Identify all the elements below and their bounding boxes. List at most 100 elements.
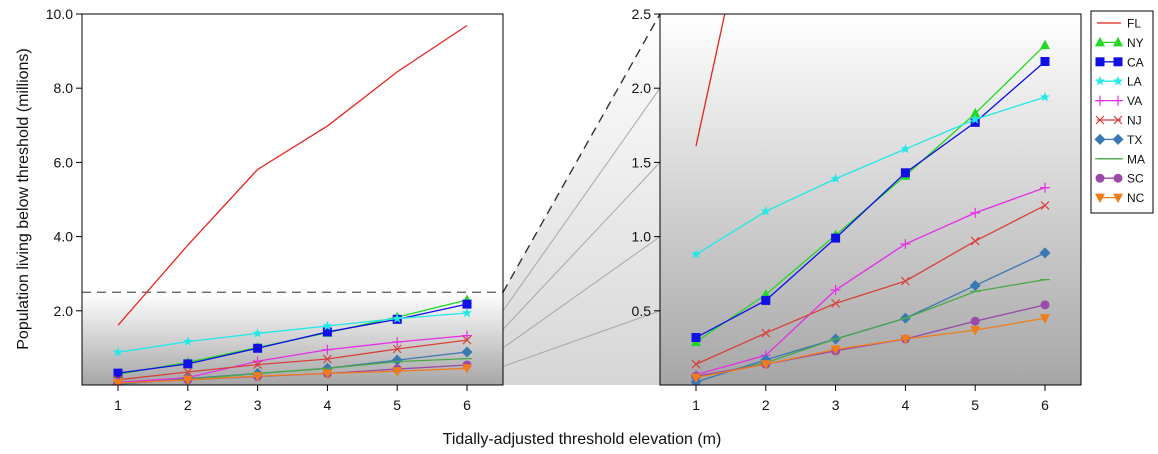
series-line <box>695 187 1046 376</box>
y-tick-label: 10.0 <box>46 6 73 22</box>
x-tick-label: 3 <box>832 397 840 413</box>
data-point-marker <box>462 335 472 345</box>
connector-guide-line <box>502 87 661 312</box>
data-point-marker <box>182 375 193 385</box>
series-line <box>695 60 1046 339</box>
x-axis-title: Tidally-adjusted threshold elevation (m) <box>443 431 722 448</box>
data-point-marker <box>392 344 402 354</box>
x-tick-label: 5 <box>393 397 401 413</box>
legend-entry-fl: FL <box>1097 17 1141 31</box>
data-point-marker <box>760 360 771 370</box>
data-point-marker <box>1113 76 1123 86</box>
data-point-marker <box>462 307 472 318</box>
data-point-marker <box>113 347 123 357</box>
left-panel-full-scale: 1 2 3 4 5 6 2.0 4.0 6.0 8.0 10.0 <box>46 6 504 413</box>
series-line <box>117 24 468 326</box>
series-group <box>112 24 473 385</box>
data-point-marker <box>1040 39 1050 50</box>
data-point-marker <box>462 299 472 309</box>
data-point-marker <box>183 367 193 377</box>
x-tick-label: 4 <box>902 397 910 413</box>
data-point-marker <box>1113 173 1123 183</box>
data-point-marker <box>691 359 701 369</box>
data-point-marker <box>970 207 981 218</box>
series-line <box>117 335 468 384</box>
x-tick-label: 2 <box>762 397 770 413</box>
data-point-marker <box>1095 76 1105 86</box>
data-point-marker <box>1040 314 1050 324</box>
data-point-marker <box>391 354 403 366</box>
data-point-marker <box>252 372 263 382</box>
y-tick-label: 2.0 <box>54 303 74 319</box>
data-point-marker <box>253 360 263 370</box>
data-point-marker <box>691 333 701 343</box>
data-point-marker <box>1040 91 1050 102</box>
legend-label: NJ <box>1127 114 1142 128</box>
data-point-marker <box>462 364 472 374</box>
series-line <box>117 312 468 353</box>
data-point-marker <box>970 107 981 118</box>
legend-entry-sc: SC <box>1095 172 1144 186</box>
data-point-marker <box>1113 95 1123 106</box>
data-point-marker <box>1094 133 1106 145</box>
series-line <box>695 317 1046 379</box>
data-point-marker <box>1040 300 1050 310</box>
data-point-marker <box>1095 36 1105 47</box>
zoom-connector <box>502 13 661 385</box>
data-point-marker <box>461 346 473 358</box>
data-point-marker <box>760 206 771 216</box>
data-point-marker <box>830 345 841 355</box>
data-point-marker <box>322 327 332 337</box>
x-tick-label: 6 <box>1041 397 1049 413</box>
data-point-marker <box>1112 133 1124 145</box>
legend-label: NC <box>1127 191 1145 205</box>
data-point-marker <box>322 320 333 331</box>
data-point-marker <box>1113 193 1123 204</box>
legend-entry-tx: TX <box>1094 133 1142 147</box>
connector-cutoff-line <box>502 13 661 293</box>
right-panel-zoomed: 1 2 3 4 5 6 0.5 1.0 1.5 2.0 2.5 <box>632 6 1082 413</box>
data-point-marker <box>900 239 911 250</box>
legend-label: CA <box>1127 55 1144 69</box>
data-point-marker <box>761 295 771 305</box>
data-point-marker <box>830 173 841 183</box>
series-line <box>117 339 468 381</box>
data-point-marker <box>252 328 263 338</box>
y-tick-label: 2.5 <box>632 6 652 22</box>
data-point-marker <box>1113 36 1123 47</box>
connector-guide-line <box>502 162 661 330</box>
series-line <box>117 367 468 384</box>
series-nj <box>691 201 1050 369</box>
series-nc <box>113 364 472 385</box>
data-point-marker <box>969 280 981 292</box>
data-point-marker <box>1095 95 1105 106</box>
y-tick-label: 6.0 <box>54 154 74 170</box>
legend-entry-va: VA <box>1095 94 1142 108</box>
series-la <box>691 91 1050 259</box>
data-point-marker <box>322 344 333 355</box>
data-point-marker <box>970 117 980 127</box>
data-point-marker <box>900 276 910 286</box>
x-tick-label: 4 <box>324 397 332 413</box>
y-tick-label: 4.0 <box>54 229 74 245</box>
data-point-marker <box>1095 115 1105 125</box>
legend-label: NY <box>1127 36 1144 50</box>
x-tick-label: 3 <box>254 397 262 413</box>
legend-entry-la: LA <box>1095 75 1142 89</box>
legend-entry-ca: CA <box>1095 55 1144 69</box>
data-point-marker <box>392 313 403 323</box>
x-tick-label: 1 <box>114 397 122 413</box>
x-tick-label: 5 <box>971 397 979 413</box>
series-line <box>695 278 1046 379</box>
data-point-marker <box>1040 182 1050 193</box>
legend-entry-nc: NC <box>1095 191 1145 205</box>
data-point-marker <box>761 328 771 338</box>
y-tick-label: 1.0 <box>632 229 652 245</box>
y-tick-label: 2.0 <box>632 80 652 96</box>
x-tick-label: 1 <box>692 397 700 413</box>
data-point-marker <box>113 368 123 378</box>
legend-label: SC <box>1127 172 1144 186</box>
data-point-marker <box>1040 201 1050 210</box>
data-point-marker <box>831 233 841 243</box>
